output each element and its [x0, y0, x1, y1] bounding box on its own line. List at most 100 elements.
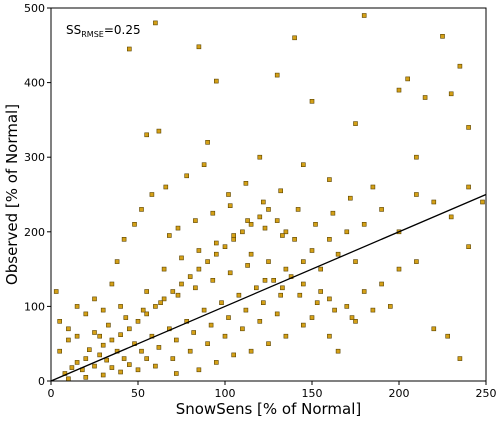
scatter-point	[274, 218, 280, 223]
scatter-point	[214, 78, 219, 84]
plot-area	[50, 13, 487, 382]
scatter-point	[139, 348, 144, 354]
scatter-point	[109, 337, 115, 343]
scatter-point	[248, 222, 254, 227]
scatter-point	[201, 162, 207, 167]
scatter-point	[396, 87, 402, 93]
scatter-point	[187, 348, 193, 354]
scatter-point	[280, 233, 285, 238]
scatter-point	[353, 259, 358, 264]
scatter-point	[139, 207, 144, 212]
scatter-point	[201, 307, 207, 313]
scatter-point	[457, 356, 463, 361]
scatter-point	[144, 311, 149, 317]
scatter-point	[222, 333, 228, 339]
scatter-point	[283, 229, 289, 235]
scatter-point	[57, 348, 63, 354]
scatter-point	[193, 285, 198, 291]
scatter-point	[330, 210, 336, 216]
scatter-point	[214, 360, 219, 365]
scatter-point	[187, 274, 193, 279]
scatter-point	[175, 225, 181, 231]
scatter-point	[335, 251, 341, 257]
scatter-point	[170, 356, 176, 361]
scatter-point	[153, 304, 158, 309]
scatter-point	[254, 285, 259, 291]
scatter-point	[118, 304, 123, 309]
y-tick-label: 200	[24, 226, 45, 239]
scatter-point	[127, 326, 132, 332]
scatter-point	[196, 44, 202, 50]
scatter-point	[283, 333, 289, 339]
scatter-point	[161, 266, 167, 272]
scatter-point	[414, 259, 419, 264]
scatter-point	[123, 315, 129, 320]
scatter-point	[243, 181, 249, 186]
scatter-point	[292, 237, 297, 242]
scatter-point	[318, 266, 324, 272]
scatter-point	[66, 376, 71, 382]
x-tick-label: 150	[302, 387, 323, 400]
scatter-point	[370, 184, 376, 190]
scatter-point	[226, 315, 231, 320]
scatter-point	[266, 341, 271, 347]
scatter-point	[135, 318, 141, 324]
scatter-point	[344, 304, 350, 309]
scatter-point	[347, 195, 353, 201]
scatter-point	[92, 330, 97, 335]
scatter-point	[174, 371, 179, 376]
scatter-point	[156, 128, 162, 134]
scatter-point	[161, 296, 167, 302]
scatter-point	[205, 259, 210, 264]
scatter-point	[445, 333, 451, 339]
scatter-point	[262, 277, 268, 283]
scatter-point	[153, 20, 158, 26]
scatter-point	[260, 300, 266, 306]
scatter-point	[83, 374, 89, 380]
scatter-point	[422, 95, 428, 100]
scatter-point	[175, 292, 181, 298]
skill-score-prefix: SS	[66, 23, 81, 37]
y-axis-label: Observed [% of Normal]	[3, 104, 21, 285]
scatter-point	[297, 292, 303, 298]
scatter-point	[118, 369, 123, 375]
scatter-point	[332, 307, 337, 313]
scatter-point	[236, 292, 242, 298]
x-tick-label: 100	[215, 387, 236, 400]
scatter-point	[153, 363, 158, 369]
scatter-point	[83, 311, 89, 317]
scatter-point	[231, 352, 236, 358]
scatter-point	[100, 307, 106, 313]
scatter-point	[278, 292, 284, 298]
scatter-point	[92, 296, 97, 302]
scatter-point	[266, 259, 271, 264]
scatter-point	[361, 13, 367, 18]
scatter-point	[219, 300, 224, 306]
scatter-point	[280, 285, 285, 291]
scatter-point	[83, 356, 89, 361]
scatter-point	[222, 244, 228, 249]
scatter-point	[327, 296, 332, 302]
scatter-point	[231, 233, 236, 238]
scatter-point	[231, 237, 236, 242]
scatter-point	[74, 333, 80, 339]
scatter-point	[387, 304, 393, 309]
scatter-point	[57, 318, 63, 324]
scatter-point	[266, 207, 271, 212]
scatter-point	[132, 222, 137, 227]
scatter-point	[156, 345, 162, 350]
scatter-point	[245, 263, 250, 268]
scatter-point	[379, 207, 384, 212]
scatter-point	[149, 192, 155, 197]
scatter-point	[196, 266, 202, 272]
scatter-point	[100, 342, 106, 348]
x-tick-label: 0	[48, 387, 55, 400]
scatter-point	[335, 348, 341, 354]
scatter-point	[227, 270, 233, 276]
scatter-point	[314, 300, 320, 306]
scatter-point	[106, 322, 111, 328]
scatter-point	[361, 289, 367, 294]
scatter-point	[226, 192, 231, 197]
regression-line	[50, 193, 487, 382]
